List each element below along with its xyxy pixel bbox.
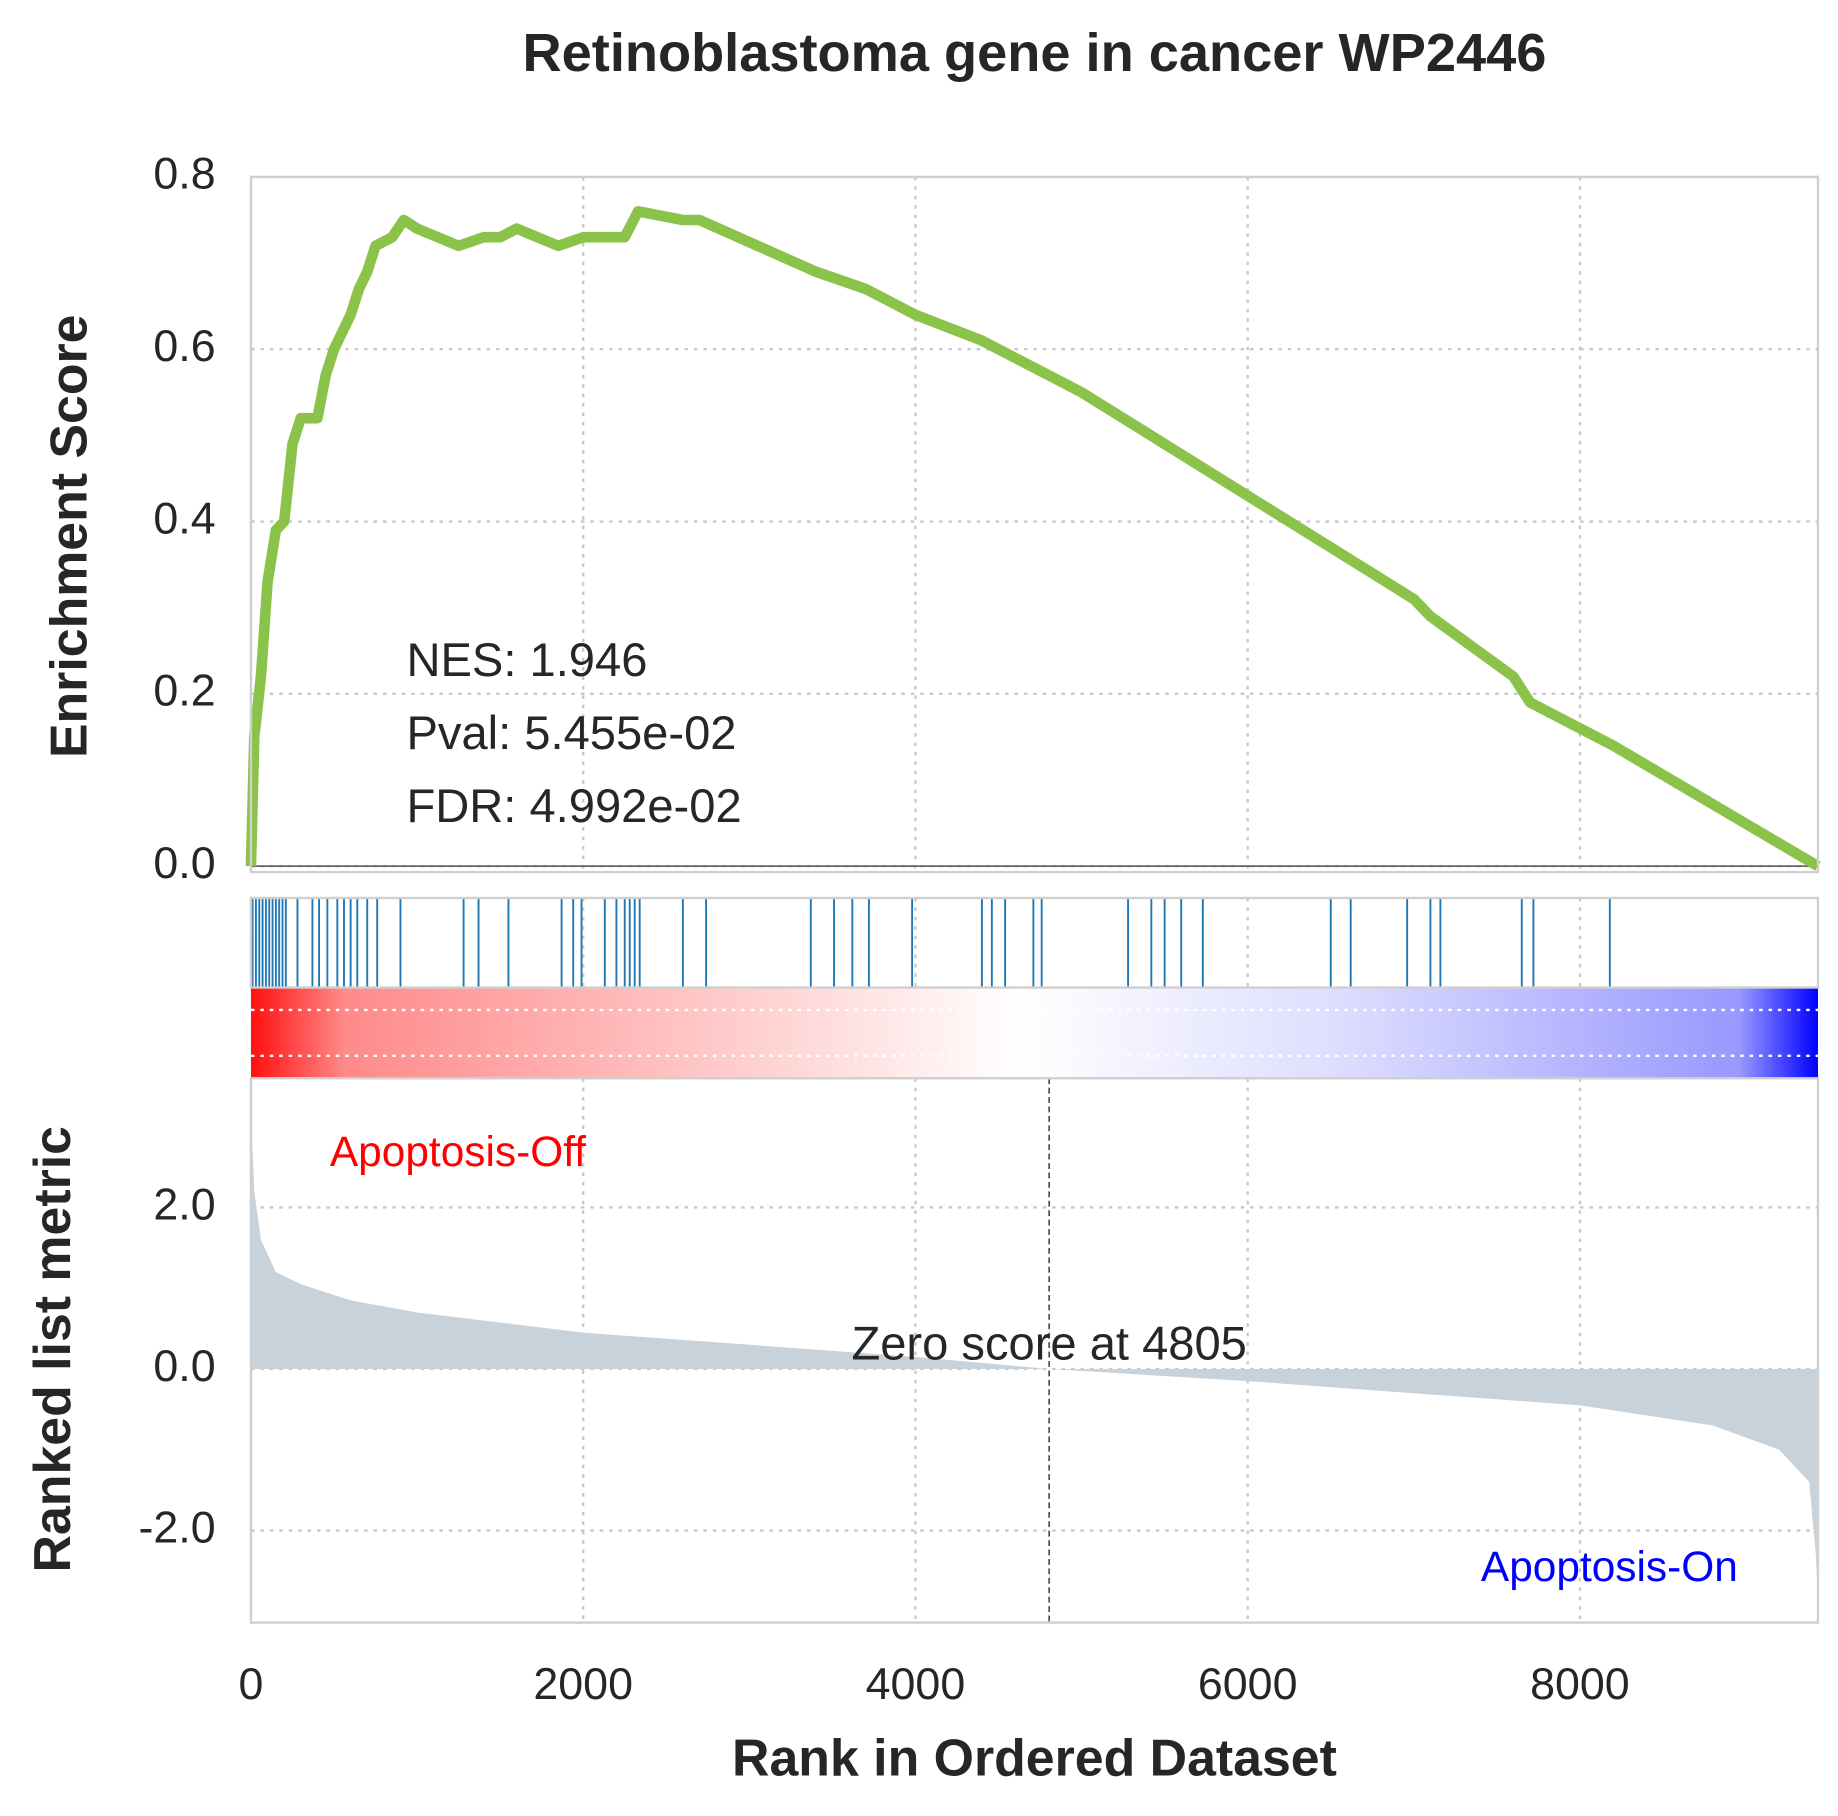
y-tick-label: 0.2 [153, 666, 215, 716]
x-tick-label: 0 [239, 1659, 264, 1709]
phenotype-label: Apoptosis-On [1481, 1543, 1738, 1590]
y-axis-label: Enrichment Score [40, 314, 98, 758]
y-tick-label: -2.0 [138, 1502, 215, 1552]
es-frame [249, 175, 1820, 874]
plot-layer: 0 2000 4000 6000 8000 0.0 0.2 0.4 0.6 0.8 NES: 1.9… [138, 149, 1821, 1709]
rank-color-bar [250, 987, 1818, 1079]
y-tick-label: 0.6 [153, 321, 215, 371]
x-tick-label: 2000 [533, 1659, 633, 1709]
metric-area [250, 1110, 1818, 1596]
y-tick-label: 2.0 [153, 1179, 215, 1229]
zero-score-label: Zero score at 4805 [851, 1316, 1246, 1369]
x-tick-label: 4000 [866, 1659, 966, 1709]
metric-frame [249, 1077, 1820, 1624]
hits-frame [249, 896, 1820, 989]
es-line [245, 206, 1821, 871]
stat-annotation: FDR: 4.992e-02 [406, 779, 741, 832]
stat-annotation: NES: 1.946 [406, 633, 647, 686]
chart-title: Retinoblastoma gene in cancer WP2446 [523, 23, 1547, 83]
y-axis-label: Ranked list metric [23, 1126, 81, 1572]
x-tick-label: 6000 [1198, 1659, 1298, 1709]
phenotype-label: Apoptosis-Off [330, 1128, 586, 1175]
stat-annotation: Pval: 5.455e-02 [406, 706, 736, 759]
x-axis-label: Rank in Ordered Dataset [732, 1728, 1337, 1786]
y-tick-label: 0.4 [153, 493, 215, 543]
y-tick-label: 0.0 [153, 1341, 215, 1391]
y-tick-label: 0.8 [153, 149, 215, 199]
y-tick-label: 0.0 [153, 838, 215, 888]
x-tick-label: 8000 [1530, 1659, 1630, 1709]
